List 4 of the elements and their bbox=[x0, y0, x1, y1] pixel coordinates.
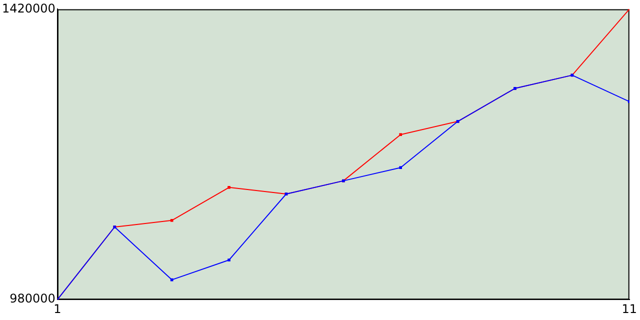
x-tick-label: 1 bbox=[54, 302, 62, 316]
x-tick-label: 11 bbox=[622, 302, 638, 316]
y-tick-label: 980000 bbox=[10, 292, 56, 306]
y-tick-label: 1420000 bbox=[2, 1, 56, 16]
